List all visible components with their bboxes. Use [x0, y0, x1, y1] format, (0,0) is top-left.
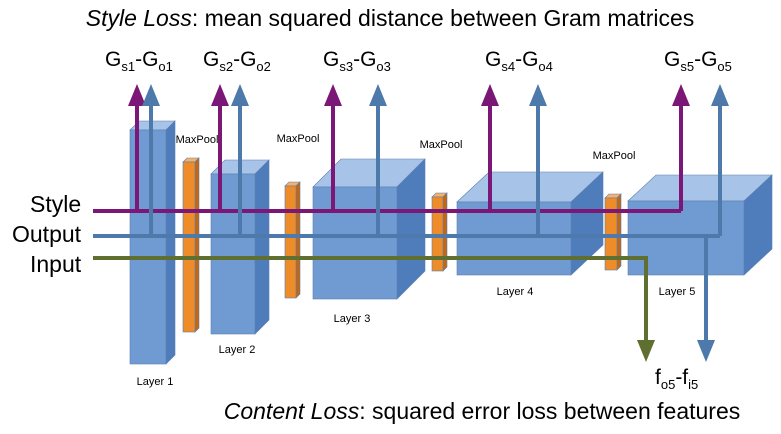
output-gram-arrowhead-3 — [369, 84, 387, 106]
input-line — [93, 256, 648, 340]
output-gram-arrowhead-4 — [529, 84, 547, 106]
style-loss-description: : mean squared distance between Gram mat… — [192, 5, 694, 31]
layer-1-label: Layer 1 — [137, 376, 174, 388]
style-gram-arrowhead-5 — [672, 84, 690, 106]
maxpool-2-block-side — [295, 181, 301, 299]
layer-2-block — [210, 159, 270, 335]
layer-2-block-front — [210, 173, 256, 335]
gram-label-3: Gs3-Go3 — [323, 48, 391, 74]
layer-4-label: Layer 4 — [497, 286, 534, 298]
layer-4-block-front — [456, 201, 572, 276]
style-gram-arrowhead-2 — [211, 84, 229, 106]
layer-3-block-front — [312, 186, 398, 300]
gram-label-4: Gs4-Go4 — [485, 48, 553, 74]
maxpool-4-label: MaxPool — [593, 150, 636, 162]
layer-2-label: Layer 2 — [219, 344, 256, 356]
layer-2-block-side — [254, 159, 270, 335]
output-gram-arrowhead-1 — [142, 84, 160, 106]
style-gram-arrowhead-4 — [481, 84, 499, 106]
layer-5-block — [627, 174, 773, 276]
layer-1-block-side — [165, 120, 176, 365]
gram-labels: Gs1-Go1 Gs2-Go2 Gs3-Go3 Gs4-Go4 Gs5-Go5 — [105, 48, 732, 74]
signal-lines — [93, 84, 729, 362]
content-loss-title: Content Loss: squared error loss between… — [224, 398, 741, 424]
maxpool-1-block-front — [182, 161, 196, 333]
style-input-label: Style — [30, 191, 81, 217]
style-loss-title: Style Loss: mean squared distance betwee… — [86, 5, 695, 31]
input-line-arrowhead — [637, 340, 655, 362]
maxpool-1-label: MaxPool — [176, 134, 219, 146]
gram-label-1: Gs1-Go1 — [105, 48, 173, 74]
content-loss-term: Content Loss — [224, 398, 360, 424]
content-loss-description: : squared error loss between features — [359, 398, 740, 424]
maxpool-2-label: MaxPool — [277, 133, 320, 145]
feature-difference-label: fo5-fi5 — [655, 366, 698, 392]
layer-3-block — [312, 158, 426, 300]
gram-label-2: Gs2-Go2 — [203, 48, 271, 74]
maxpool-1-block — [182, 157, 200, 333]
style-gram-arrowhead-3 — [324, 84, 342, 106]
maxpool-1-block-side — [194, 157, 200, 333]
maxpool-3-label: MaxPool — [420, 139, 463, 151]
gram-label-5: Gs5-Go5 — [664, 48, 732, 74]
layer-4-block — [456, 171, 604, 276]
maxpool-2-block — [284, 181, 301, 299]
layer-5-label: Layer 5 — [659, 286, 696, 298]
input-label: Input — [30, 251, 82, 277]
maxpool-2-block-front — [284, 185, 297, 299]
layer-3-label: Layer 3 — [334, 313, 371, 325]
output-gram-arrowhead-5 — [711, 84, 729, 106]
output-gram-arrowhead-2 — [231, 84, 249, 106]
style-loss-term: Style Loss — [86, 5, 193, 31]
style-gram-arrowhead-1 — [128, 84, 146, 106]
layer-stack: Layer 1 Layer 2 Layer 3 Layer 4 Layer 5 — [129, 120, 773, 388]
output-input-label: Output — [12, 221, 82, 247]
output-feature-arrowhead — [697, 340, 715, 362]
